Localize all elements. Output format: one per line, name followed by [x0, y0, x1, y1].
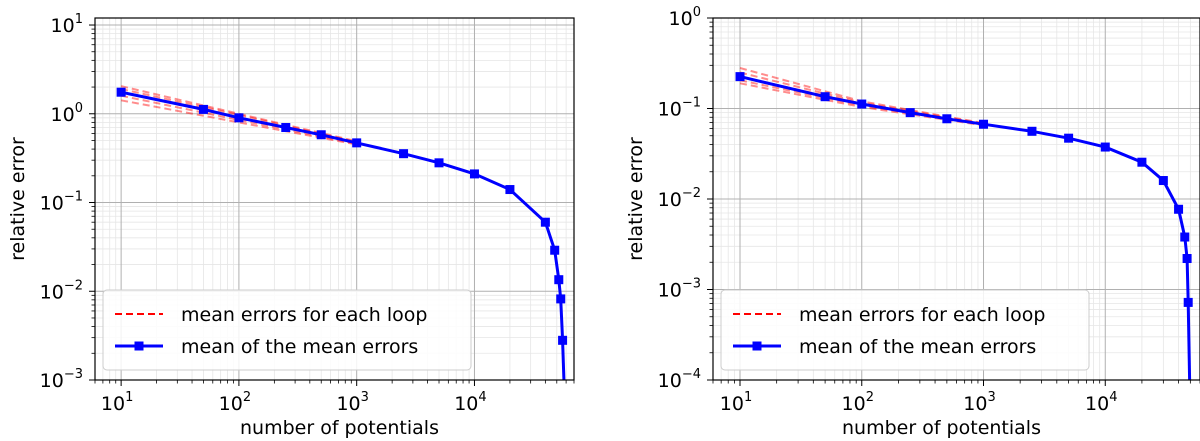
- y-tick-label: 10−1: [40, 190, 83, 215]
- data-point: [505, 185, 515, 195]
- x-tick-label: 102: [219, 390, 251, 415]
- data-point: [234, 113, 244, 123]
- data-point: [434, 158, 444, 168]
- data-point: [1100, 142, 1110, 152]
- x-tick-label: 101: [101, 390, 133, 415]
- data-point: [1064, 133, 1074, 143]
- data-point: [1182, 254, 1192, 264]
- y-tick-label: 10−2: [658, 186, 701, 211]
- legend-label: mean of the mean errors: [181, 336, 418, 358]
- ticks: [707, 17, 1200, 386]
- data-point: [550, 245, 560, 255]
- x-axis-label: number of potentials: [842, 417, 1041, 439]
- mean-line: [739, 75, 1190, 303]
- x-tick-label: 102: [842, 390, 874, 415]
- data-point: [857, 99, 867, 109]
- data-point: [1137, 157, 1147, 167]
- data-point: [116, 87, 126, 97]
- data-point: [540, 217, 550, 227]
- data-point: [1183, 297, 1193, 307]
- plot-area: [735, 67, 1193, 380]
- y-tick-label: 10−4: [658, 367, 701, 392]
- x-tick-label: 104: [1085, 390, 1117, 415]
- data-point: [554, 275, 564, 285]
- legend-label: mean of the mean errors: [799, 336, 1036, 358]
- legend-marker: [134, 341, 144, 351]
- mean-line-tail: [1186, 302, 1192, 380]
- data-point: [316, 130, 326, 140]
- data-point: [281, 123, 291, 133]
- y-tick-label: 10−2: [40, 278, 83, 303]
- data-point: [1158, 176, 1168, 186]
- y-tick-label: 10−1: [658, 96, 701, 121]
- ticks: [89, 24, 575, 386]
- legend: mean errors for each loop mean of the mea…: [720, 289, 1090, 371]
- y-tick-label: 100: [51, 101, 83, 126]
- data-point: [399, 149, 409, 159]
- data-point: [1027, 126, 1037, 136]
- data-point: [979, 119, 989, 129]
- y-axis-label: relative error: [7, 137, 29, 261]
- legend-box: [720, 289, 1090, 371]
- data-point: [735, 72, 745, 82]
- y-axis-label: relative error: [625, 137, 647, 261]
- data-point: [942, 114, 952, 124]
- chart-right: 101 102 103 104 10−4 10−3 10−2 10−1 100 number of…: [625, 5, 1200, 439]
- plot-frame: [94, 17, 575, 381]
- x-tick-label: 103: [336, 390, 368, 415]
- legend-label: mean errors for each loop: [799, 304, 1045, 326]
- y-tick-label: 100: [669, 5, 701, 30]
- data-point: [905, 108, 915, 118]
- x-tick-label: 101: [720, 390, 752, 415]
- data-point: [1180, 232, 1190, 242]
- legend: mean errors for each loop mean of the mea…: [102, 289, 472, 371]
- legend-marker: [752, 341, 762, 351]
- data-point: [1174, 204, 1184, 214]
- x-tick-label: 103: [963, 390, 995, 415]
- data-point: [556, 294, 566, 304]
- data-point: [820, 92, 830, 102]
- mean-line-tail: [561, 340, 566, 380]
- legend-label: mean errors for each loop: [181, 304, 427, 326]
- y-tick-label: 101: [51, 12, 83, 37]
- data-point: [558, 335, 568, 345]
- plot-area: [116, 85, 568, 380]
- data-point: [352, 138, 362, 148]
- y-tick-label: 10−3: [658, 277, 701, 302]
- x-axis-label: number of potentials: [240, 417, 439, 439]
- legend-box: [102, 289, 472, 371]
- y-tick-label: 10−3: [40, 367, 83, 392]
- data-point: [198, 104, 208, 114]
- x-tick-label: 104: [454, 390, 486, 415]
- chart-left: 101 102 103 104 10−3 10−2 10−1 100 101 number of …: [7, 12, 575, 439]
- data-point: [469, 169, 479, 179]
